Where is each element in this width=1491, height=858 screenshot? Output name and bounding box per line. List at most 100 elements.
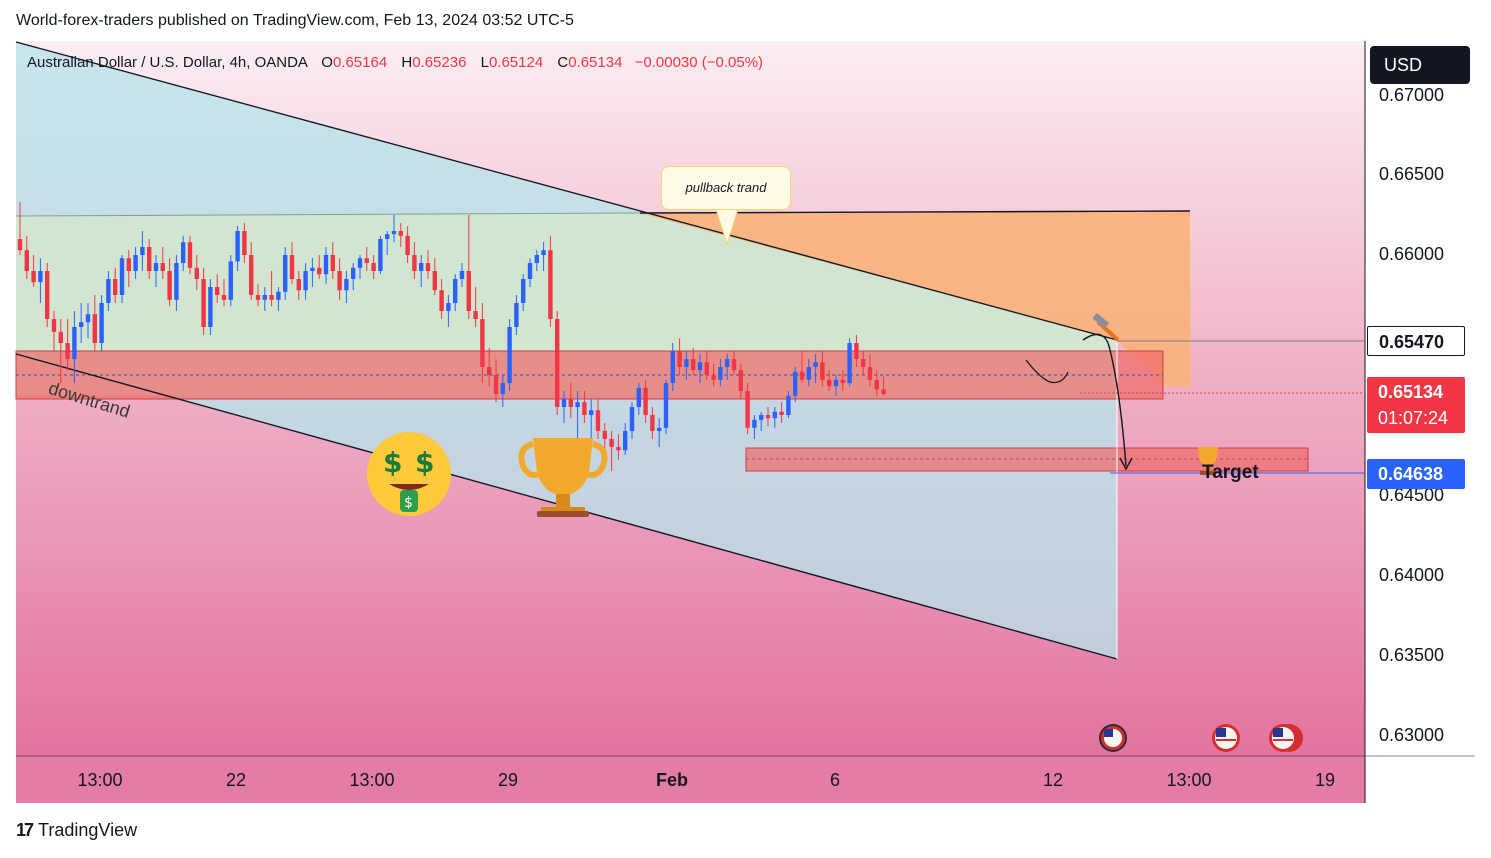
candle-body xyxy=(786,395,791,415)
candle-body xyxy=(459,271,465,279)
candle-body xyxy=(140,247,145,255)
candle-body xyxy=(623,431,628,451)
candle-body xyxy=(65,343,70,359)
legend-change: −0.00030 (−0.05%) xyxy=(634,54,764,71)
candle-body xyxy=(582,402,587,415)
candle-body xyxy=(126,258,131,271)
candle-body xyxy=(160,263,165,271)
legend-close-label: C xyxy=(557,54,569,71)
candle-body xyxy=(167,271,172,300)
time-axis-label: 22 xyxy=(225,770,247,790)
candle-body xyxy=(670,351,675,383)
candle-body xyxy=(759,415,764,420)
us-flag-icon xyxy=(1099,724,1127,752)
candle-body xyxy=(194,267,199,279)
time-axis-label: 12 xyxy=(1042,770,1064,790)
trophy-icon xyxy=(518,438,608,517)
currency-button[interactable]: USD xyxy=(1370,46,1470,84)
candle-body xyxy=(874,379,879,390)
candle-body xyxy=(269,295,274,300)
candle-body xyxy=(813,362,818,367)
svg-text:$: $ xyxy=(383,446,402,479)
candle-body xyxy=(643,387,648,415)
price-axis-label: 0.64500 xyxy=(1379,485,1445,505)
candle-body xyxy=(344,279,349,291)
candle-body xyxy=(296,279,301,291)
chart-legend: Australian Dollar / U.S. Dollar, 4h, OAN… xyxy=(27,54,763,71)
candle-body xyxy=(711,375,716,380)
candle-body xyxy=(228,261,233,300)
candle-body xyxy=(833,379,839,387)
candle-body xyxy=(881,389,886,395)
us-flag-icon xyxy=(1212,724,1240,752)
channel-upper-line xyxy=(15,41,1118,341)
candle-body xyxy=(249,255,254,295)
candle-body xyxy=(289,255,295,279)
candle-body xyxy=(521,279,526,303)
candle-body xyxy=(153,263,159,271)
candle-body xyxy=(466,271,471,311)
countdown-timer: 01:07:24 xyxy=(1378,408,1449,428)
candle-body xyxy=(616,447,621,451)
candle-body xyxy=(92,314,97,343)
candle-body xyxy=(330,255,335,271)
tradingview-logo-icon: 17 xyxy=(16,820,34,840)
legend-symbol: Australian Dollar / U.S. Dollar, 4h, OAN… xyxy=(27,54,308,71)
candle-body xyxy=(283,255,288,292)
target-price-tag: 0.64638 xyxy=(1367,459,1465,489)
published-line: World-forex-traders published on Trading… xyxy=(16,12,574,29)
candle-body xyxy=(221,295,227,300)
hammer-icon xyxy=(1092,312,1120,342)
candle-body xyxy=(602,431,607,439)
candle-body xyxy=(793,371,798,396)
candle-body xyxy=(677,351,682,367)
candle-body xyxy=(629,407,635,431)
price-axis-label: 0.67000 xyxy=(1379,85,1445,105)
candle-body xyxy=(201,279,206,327)
candle-body xyxy=(548,250,553,319)
range-top-line xyxy=(15,212,641,217)
projection-arrow-head xyxy=(1119,457,1133,471)
time-axis-background xyxy=(16,756,1365,803)
candle-body xyxy=(473,311,478,319)
candle-body xyxy=(684,359,689,367)
candle-body xyxy=(527,263,533,279)
brand-name: TradingView xyxy=(38,820,138,840)
candle-body xyxy=(609,439,614,447)
candle-body xyxy=(371,263,376,271)
svg-text:$: $ xyxy=(404,495,413,511)
candle-body xyxy=(439,290,444,311)
target-trophy-icon xyxy=(1198,447,1218,475)
candles-group xyxy=(17,202,886,471)
last-price-value: 0.65134 xyxy=(1378,382,1444,402)
candle-body xyxy=(827,379,832,387)
candle-body xyxy=(738,370,743,391)
projection-arrow xyxy=(1082,333,1127,467)
candle-body xyxy=(487,367,492,375)
candle-body xyxy=(636,387,641,407)
legend-high: 0.65236 xyxy=(412,54,467,71)
price-axis-label: 0.63000 xyxy=(1379,725,1445,745)
candle-body xyxy=(187,242,193,268)
candle-body xyxy=(79,322,84,327)
candle-body xyxy=(575,402,580,407)
candle-body xyxy=(147,247,152,271)
us-flag-icon xyxy=(1269,724,1303,752)
pullback-callout[interactable]: pullback trand xyxy=(661,166,791,210)
candle-body xyxy=(731,359,737,371)
candle-body xyxy=(24,250,29,271)
money-face-icon: $ $ $ xyxy=(367,432,451,516)
candle-body xyxy=(262,295,267,300)
candle-body xyxy=(255,295,261,300)
candle-body xyxy=(51,319,57,332)
candle-body xyxy=(718,367,723,380)
candle-body xyxy=(398,231,403,236)
candle-body xyxy=(595,410,601,431)
svg-text:$: $ xyxy=(415,446,434,479)
time-axis-label: 13:00 xyxy=(349,770,395,790)
candle-body xyxy=(799,371,805,380)
candle-body xyxy=(500,383,505,395)
candle-body xyxy=(697,362,703,371)
candle-body xyxy=(72,327,77,359)
